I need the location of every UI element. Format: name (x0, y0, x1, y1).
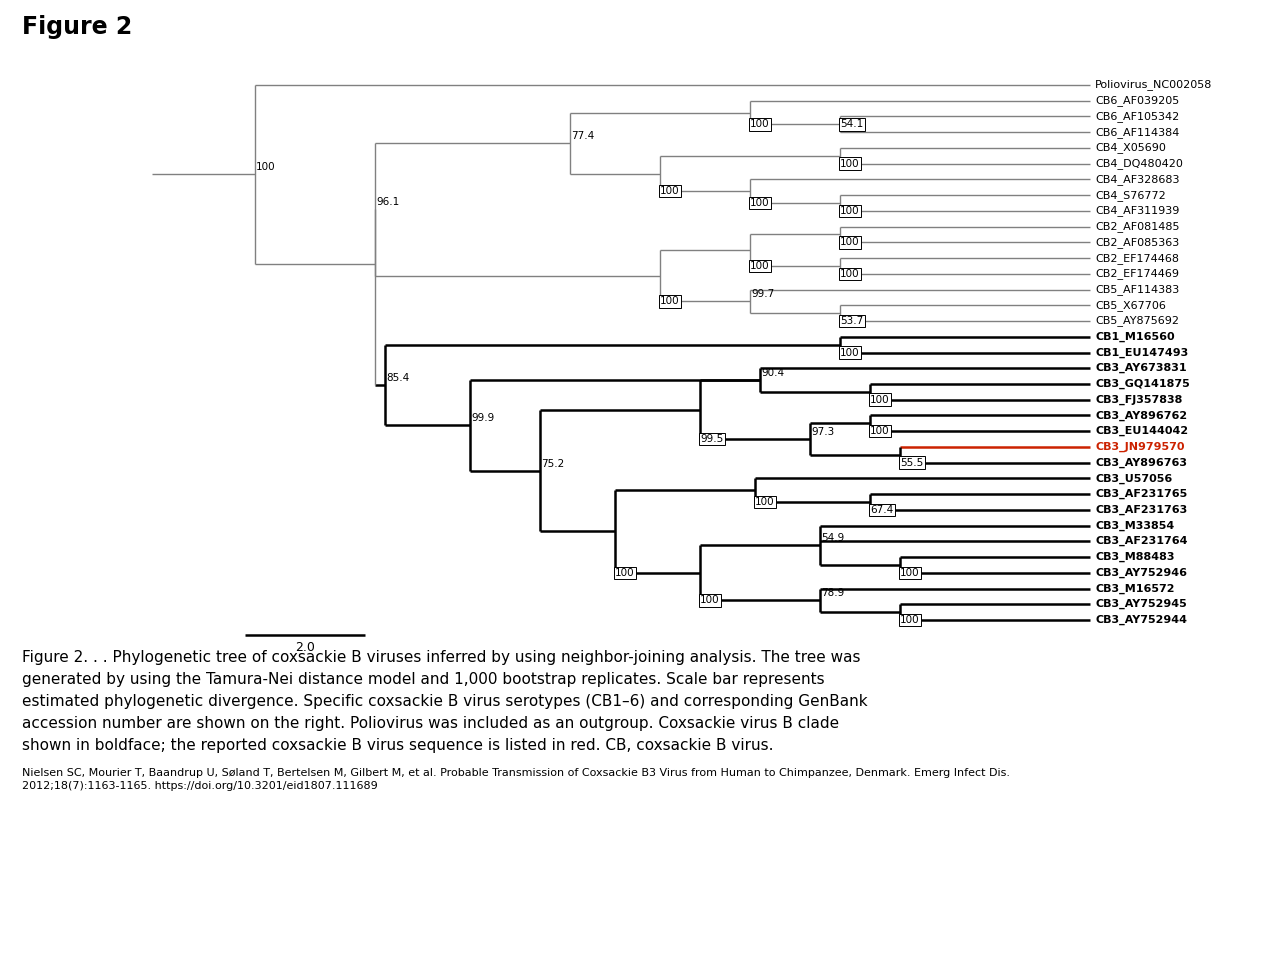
Text: 100: 100 (840, 237, 860, 248)
Text: CB3_AY896763: CB3_AY896763 (1094, 458, 1187, 468)
Text: CB1_M16560: CB1_M16560 (1094, 331, 1175, 342)
Text: CB6_AF105342: CB6_AF105342 (1094, 111, 1179, 122)
Text: 100: 100 (840, 205, 860, 216)
Text: 2.0: 2.0 (296, 641, 315, 654)
Text: Poliovirus_NC002058: Poliovirus_NC002058 (1094, 80, 1212, 90)
Text: CB3_AY752945: CB3_AY752945 (1094, 599, 1187, 610)
Text: 100: 100 (840, 348, 860, 357)
Text: accession number are shown on the right. Poliovirus was included as an outgroup.: accession number are shown on the right.… (22, 716, 840, 731)
Text: 100: 100 (840, 269, 860, 278)
Text: shown in boldface; the reported coxsackie B virus sequence is listed in red. CB,: shown in boldface; the reported coxsacki… (22, 738, 773, 753)
Text: 100: 100 (900, 567, 919, 578)
Text: 100: 100 (660, 186, 680, 196)
Text: 100: 100 (750, 261, 769, 271)
Text: CB3_AY752944: CB3_AY752944 (1094, 614, 1187, 625)
Text: CB3_AF231764: CB3_AF231764 (1094, 537, 1188, 546)
Text: 100: 100 (750, 119, 769, 130)
Text: 100: 100 (870, 426, 890, 436)
Text: 100: 100 (870, 395, 890, 405)
Text: CB3_FJ357838: CB3_FJ357838 (1094, 395, 1183, 405)
Text: 100: 100 (750, 198, 769, 208)
Text: 55.5: 55.5 (900, 458, 923, 468)
Text: 67.4: 67.4 (870, 505, 893, 515)
Text: CB3_EU144042: CB3_EU144042 (1094, 426, 1188, 436)
Text: 99.7: 99.7 (751, 289, 774, 300)
Text: 96.1: 96.1 (376, 198, 399, 207)
Text: Nielsen SC, Mourier T, Baandrup U, Søland T, Bertelsen M, Gilbert M, et al. Prob: Nielsen SC, Mourier T, Baandrup U, Sølan… (22, 768, 1010, 778)
Text: 100: 100 (755, 497, 774, 507)
Text: CB3_AY896762: CB3_AY896762 (1094, 410, 1187, 420)
Text: 2012;18(7):1163-1165. https://doi.org/10.3201/eid1807.111689: 2012;18(7):1163-1165. https://doi.org/10… (22, 781, 378, 791)
Text: CB4_AF311939: CB4_AF311939 (1094, 205, 1179, 216)
Text: CB6_AF114384: CB6_AF114384 (1094, 127, 1179, 137)
Text: CB5_X67706: CB5_X67706 (1094, 300, 1166, 311)
Text: 100: 100 (700, 595, 719, 606)
Text: 77.4: 77.4 (571, 131, 594, 141)
Text: 100: 100 (840, 158, 860, 169)
Text: CB3_JN979570: CB3_JN979570 (1094, 442, 1184, 452)
Text: CB3_U57056: CB3_U57056 (1094, 473, 1172, 484)
Text: 99.9: 99.9 (471, 413, 494, 423)
Text: CB3_M33854: CB3_M33854 (1094, 520, 1174, 531)
Text: CB2_AF081485: CB2_AF081485 (1094, 221, 1179, 232)
Text: generated by using the Tamura-Nei distance model and 1,000 bootstrap replicates.: generated by using the Tamura-Nei distan… (22, 672, 824, 687)
Text: CB3_M88483: CB3_M88483 (1094, 552, 1175, 563)
Text: 75.2: 75.2 (541, 459, 564, 468)
Text: 97.3: 97.3 (812, 427, 835, 437)
Text: CB3_AY752946: CB3_AY752946 (1094, 567, 1187, 578)
Text: estimated phylogenetic divergence. Specific coxsackie B virus serotypes (CB1–6) : estimated phylogenetic divergence. Speci… (22, 694, 868, 709)
Text: 100: 100 (256, 162, 275, 173)
Text: CB3_GQ141875: CB3_GQ141875 (1094, 379, 1189, 389)
Text: 78.9: 78.9 (820, 588, 845, 598)
Text: CB6_AF039205: CB6_AF039205 (1094, 95, 1179, 107)
Text: CB3_AF231763: CB3_AF231763 (1094, 505, 1188, 515)
Text: 100: 100 (900, 615, 919, 625)
Text: CB4_X05690: CB4_X05690 (1094, 142, 1166, 154)
Text: CB3_M16572: CB3_M16572 (1094, 584, 1175, 593)
Text: CB2_AF085363: CB2_AF085363 (1094, 237, 1179, 248)
Text: Figure 2. . . Phylogenetic tree of coxsackie B viruses inferred by using neighbo: Figure 2. . . Phylogenetic tree of coxsa… (22, 650, 860, 665)
Text: CB3_AY673831: CB3_AY673831 (1094, 363, 1187, 373)
Text: CB3_AF231765: CB3_AF231765 (1094, 489, 1188, 499)
Text: CB4_S76772: CB4_S76772 (1094, 190, 1166, 201)
Text: 54.1: 54.1 (840, 119, 863, 130)
Text: 85.4: 85.4 (387, 372, 410, 383)
Text: Figure 2: Figure 2 (22, 15, 132, 39)
Text: CB5_AY875692: CB5_AY875692 (1094, 316, 1179, 326)
Text: 53.7: 53.7 (840, 316, 863, 326)
Text: 100: 100 (660, 297, 680, 306)
Text: CB2_EF174469: CB2_EF174469 (1094, 269, 1179, 279)
Text: 100: 100 (614, 567, 635, 578)
Text: CB5_AF114383: CB5_AF114383 (1094, 284, 1179, 295)
Text: 99.5: 99.5 (700, 434, 723, 444)
Text: CB2_EF174468: CB2_EF174468 (1094, 252, 1179, 264)
Text: 54.9: 54.9 (820, 533, 845, 543)
Text: CB4_DQ480420: CB4_DQ480420 (1094, 158, 1183, 169)
Text: 90.4: 90.4 (762, 368, 785, 378)
Text: CB4_AF328683: CB4_AF328683 (1094, 174, 1179, 185)
Text: CB1_EU147493: CB1_EU147493 (1094, 348, 1188, 358)
